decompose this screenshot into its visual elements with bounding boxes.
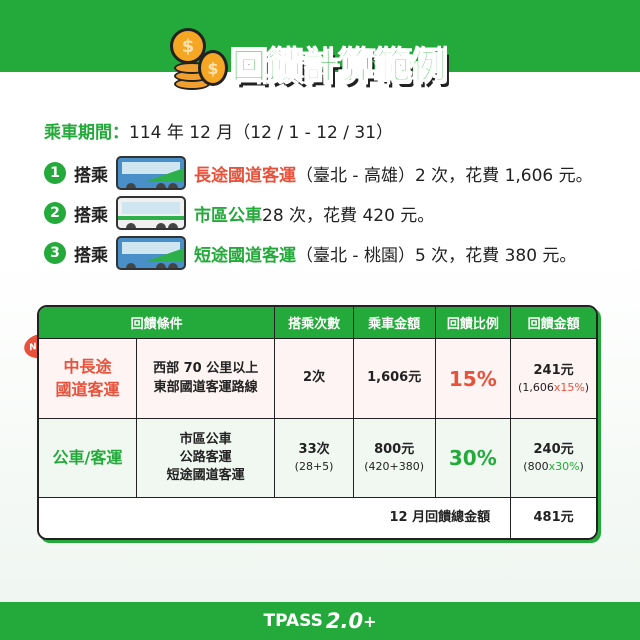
page-title: 回饋計算範例	[232, 47, 448, 88]
conditions-cell: 西部 70 公里以上 東部國道客運路線	[136, 339, 276, 419]
trip-item: 1 搭乘 長途國道客運 （臺北 - 高雄）2 次，花費 1,606 元。	[44, 156, 593, 190]
footer-logo: TPASS 2.0 +	[0, 602, 640, 640]
period-value: 114 年 12 月（12 / 1 - 12 / 31）	[129, 123, 394, 143]
total-value: 481元	[511, 498, 596, 538]
header-rebate: 回饋金額	[511, 307, 596, 339]
trip-detail: 28 次，花費 420 元。	[262, 205, 435, 226]
trip-prefix: 搭乘	[74, 165, 108, 186]
trip-mode: 市區公車	[194, 205, 262, 226]
header-amount: 乘車金額	[353, 307, 436, 339]
trip-prefix: 搭乘	[74, 245, 108, 266]
highway-bus-icon	[116, 156, 186, 190]
header-condition: 回饋條件	[39, 307, 276, 339]
step-number-icon: 3	[44, 242, 66, 264]
amount-cell: 1,606元	[353, 339, 436, 419]
top-banner	[0, 0, 640, 72]
trip-mode: 短途國道客運	[194, 245, 296, 266]
rate-cell: 15%	[435, 339, 512, 419]
table-row: 公車/客運 市區公車 公路客運 短途國道客運 33次 (28+5) 800元 (420+…	[39, 419, 596, 498]
trip-item: 2 搭乘 市區公車 28 次，花費 420 元。	[44, 196, 434, 230]
rides-cell: 2次	[275, 339, 354, 419]
amount-cell: 800元 (420+380)	[353, 419, 436, 498]
title-area: $ $ 回饋計算範例	[170, 26, 448, 101]
total-label: 12 月回饋總金額	[39, 498, 512, 538]
trip-mode: 長途國道客運	[194, 165, 296, 186]
total-row: 12 月回饋總金額 481元	[39, 498, 596, 538]
trip-item: 3 搭乘 短途國道客運 （臺北 - 桃園）5 次，花費 380 元。	[44, 236, 576, 270]
step-number-icon: 1	[44, 162, 66, 184]
rebate-cell: 241元 (1,606x15%)	[511, 339, 596, 419]
highway-bus-icon	[116, 236, 186, 270]
coins-icon: $ $	[170, 26, 230, 101]
rate-cell: 30%	[435, 419, 512, 498]
rebate-cell: 240元 (800x30%)	[511, 419, 596, 498]
category-cell: 公車/客運	[39, 419, 137, 498]
trip-detail: （臺北 - 桃園）5 次，花費 380 元。	[296, 245, 577, 266]
rides-cell: 33次 (28+5)	[275, 419, 354, 498]
ride-period: 乘車期間：114 年 12 月（12 / 1 - 12 / 31）	[44, 118, 393, 143]
step-number-icon: 2	[44, 202, 66, 224]
category-cell: 中長途 國道客運	[39, 339, 137, 419]
trip-detail: （臺北 - 高雄）2 次，花費 1,606 元。	[296, 165, 593, 186]
header-rides: 搭乘次數	[275, 307, 354, 339]
conditions-cell: 市區公車 公路客運 短途國道客運	[136, 419, 276, 498]
table-row: 中長途 國道客運 西部 70 公里以上 東部國道客運路線 2次 1,606元 15…	[39, 339, 596, 419]
header-rate: 回饋比例	[435, 307, 512, 339]
rebate-table: 回饋條件 搭乘次數 乘車金額 回饋比例 回饋金額 中長途 國道客運 西部 70 …	[37, 305, 598, 540]
period-label: 乘車期間：	[44, 123, 129, 143]
trip-prefix: 搭乘	[74, 205, 108, 226]
city-bus-icon	[116, 196, 186, 230]
